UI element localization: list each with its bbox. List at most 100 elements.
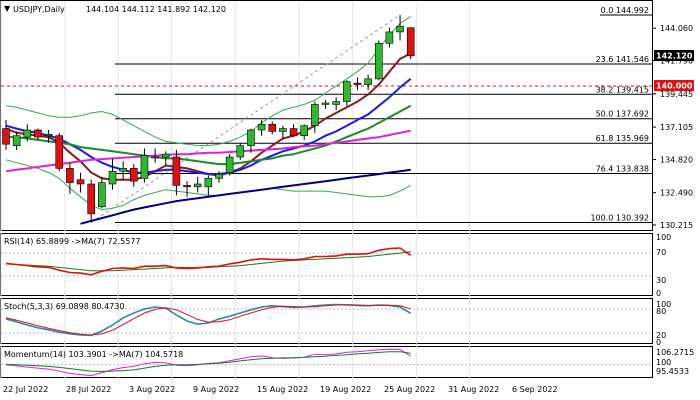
date-tick: 6 Sep 2022 — [512, 385, 558, 394]
level-140-tag — [654, 80, 694, 91]
candle-body — [98, 182, 106, 208]
price-axis-layer: 144.060 141.790 139.445 137.105 134.820 132.4… — [652, 24, 693, 230]
candle-body — [172, 156, 181, 186]
moving-average-line — [5, 129, 411, 173]
candle-body — [321, 102, 330, 105]
rsi-axis: 100 70 30 0 — [656, 233, 671, 298]
candle-body — [406, 27, 415, 57]
rsi-tick: 0 — [656, 289, 661, 298]
price-tick-label: 130.215 — [660, 221, 693, 230]
candle-body — [151, 156, 159, 159]
candle-body — [289, 128, 298, 136]
momentum-ma-line — [5, 351, 411, 372]
rsi-tick: 70 — [656, 248, 666, 257]
momentum-tick: 106.2715 — [656, 348, 694, 357]
candle-body — [161, 153, 170, 158]
moving-average-line — [6, 104, 412, 166]
moving-average-layer — [5, 52, 412, 225]
fib-level-label: 0.0 144.992 — [601, 6, 649, 15]
stoch-tick: 80 — [656, 307, 666, 316]
candle-body — [279, 128, 287, 132]
candle-body — [55, 135, 64, 169]
candle-body — [76, 179, 85, 185]
price-tick-label: 137.105 — [660, 123, 693, 132]
candle-body — [66, 168, 74, 183]
candle-body — [34, 129, 42, 138]
date-tick: 9 Aug 2022 — [193, 385, 239, 394]
candle-body — [374, 43, 383, 80]
candle-body — [225, 156, 234, 173]
momentum-label: Momentum(14) 103.3901 ->MA(7) 104.5718 — [4, 350, 183, 359]
chart-symbol: USDJPY,Daily — [13, 5, 65, 14]
candle-body — [364, 78, 372, 85]
stoch-tick: 100 — [656, 300, 671, 309]
candle-body — [215, 173, 223, 179]
chart-ohlc: 144.104 144.112 141.892 142.120 — [86, 5, 226, 14]
candle-body — [44, 133, 53, 136]
symbol-icon: ▼ — [4, 4, 11, 13]
candle-body — [204, 178, 213, 188]
oscillators-layer — [1, 247, 652, 377]
rsi-tick: 30 — [656, 276, 666, 285]
candle-body — [396, 25, 404, 33]
momentum-tick: 100 — [656, 358, 671, 367]
level-140-label: 140.000 — [656, 82, 693, 91]
candle-body — [353, 82, 362, 85]
price-tick-label: 144.060 — [660, 24, 693, 33]
rsi-label: RSI(14) 65.8899 ->MA(7) 72.5577 — [4, 237, 141, 246]
momentum-axis: 106.2715 100 95.4533 — [656, 348, 694, 376]
stoch-label: Stoch(5,3,3) 69.0898 80.4730 — [4, 302, 124, 311]
candle-body — [311, 104, 319, 127]
candle-body — [2, 128, 10, 145]
momentum-tick: 95.4533 — [656, 367, 689, 376]
bollinger-lower-line — [5, 159, 411, 211]
candle-body — [268, 124, 277, 132]
fib-level-label: 50.0 137.692 — [596, 110, 649, 119]
moving-average-line — [80, 168, 411, 225]
candle-body — [247, 129, 255, 146]
fib-level-label: 61.8 135.969 — [596, 134, 649, 143]
candle-body — [140, 155, 149, 179]
price-tick-label: 134.820 — [660, 156, 693, 165]
moving-average-line — [5, 52, 412, 181]
candle-body — [300, 125, 309, 136]
fibonacci-layer: 0.0 144.992 23.6 141.546 38.2 139.415 50.0 … — [1, 6, 652, 223]
candle-body — [236, 145, 245, 158]
date-tick: 25 Aug 2022 — [384, 385, 435, 394]
current-price-label: 142.120 — [656, 52, 693, 61]
price-tick-label: 141.790 — [660, 57, 693, 66]
candle-body — [12, 135, 21, 146]
price-tick-label: 139.445 — [660, 90, 693, 99]
date-axis: 22 Jul 2022 28 Jul 2022 3 Aug 2022 9 Aug… — [3, 385, 558, 394]
fib-level-label: 38.2 139.415 — [596, 85, 649, 94]
candle-body — [23, 129, 32, 138]
fib-trend-line — [90, 14, 401, 223]
stoch-signal-line — [5, 304, 411, 336]
candle-body — [183, 185, 191, 188]
bollinger-upper-line — [5, 15, 411, 147]
rsi-line — [5, 247, 412, 276]
fib-level-label: 100.0 130.392 — [590, 213, 649, 222]
candle-body — [130, 168, 138, 182]
date-tick: 22 Jul 2022 — [3, 385, 48, 394]
stoch-axis: 100 80 20 0 — [656, 300, 671, 347]
candle-body — [257, 124, 266, 131]
fib-level-label: 76.4 133.838 — [596, 165, 649, 174]
bollinger-layer — [5, 15, 411, 211]
stoch-tick: 20 — [656, 331, 666, 340]
candle-body — [342, 81, 351, 102]
candle-body — [119, 168, 127, 172]
stoch-tick: 0 — [656, 338, 661, 347]
date-tick: 3 Aug 2022 — [129, 385, 175, 394]
price-tick-label: 132.490 — [660, 189, 693, 198]
current-price-tag — [654, 50, 694, 61]
candle-body — [332, 101, 340, 105]
date-tick: 28 Jul 2022 — [66, 385, 111, 394]
rsi-tick: 100 — [656, 233, 671, 242]
fib-level-label: 23.6 141.546 — [596, 55, 649, 64]
date-tick: 31 Aug 2022 — [448, 385, 499, 394]
candle-body — [87, 183, 95, 215]
candles-layer — [2, 15, 415, 223]
date-tick: 15 Aug 2022 — [257, 385, 308, 394]
